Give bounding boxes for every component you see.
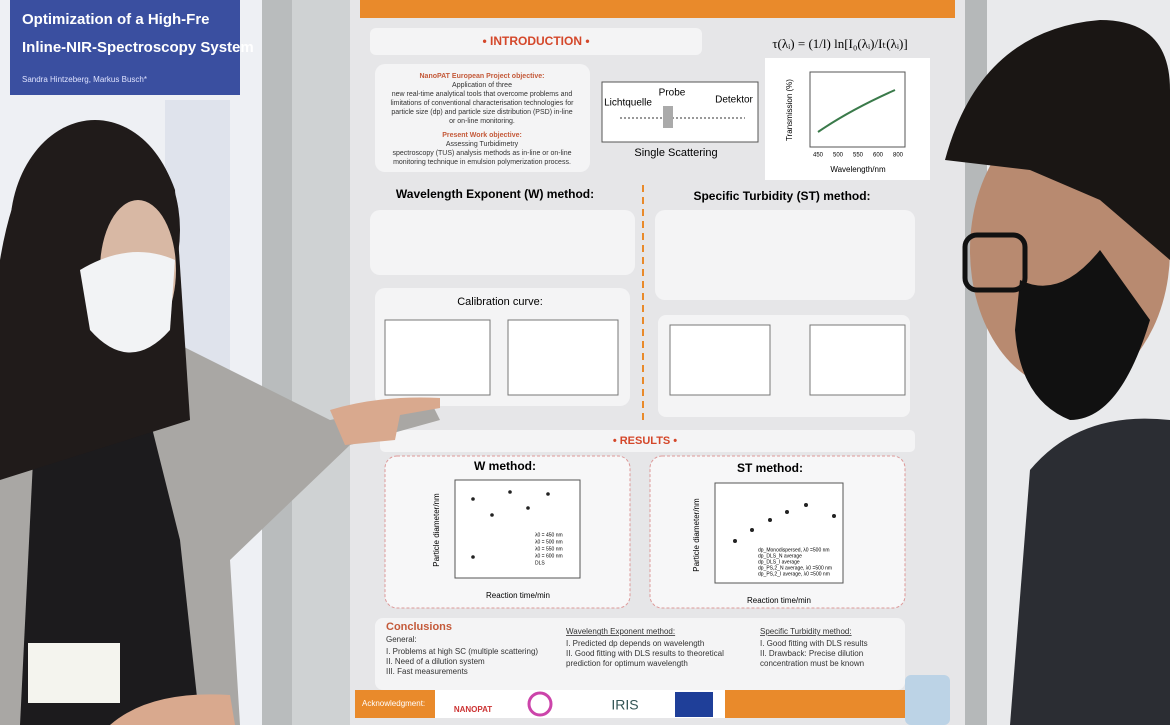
w-results-chart [454, 479, 581, 579]
conclusions-label: Specific Turbidity method: [760, 627, 852, 636]
tick-label: 500 [833, 153, 844, 159]
intro-text: limitations of conventional characterisa… [391, 100, 575, 107]
intro-label: NanoPAT European Project objective: [420, 73, 545, 80]
legend-entry: λ0 = 550 nm [535, 546, 563, 552]
conclusions-item: II. Good fitting with DLS results to the… [566, 649, 724, 658]
conclusions-heading: Conclusions [386, 621, 452, 633]
intro-text: spectroscopy (TUS) analysis methods as i… [393, 150, 572, 157]
intro-text-box [375, 64, 590, 172]
legend-entry: λ0 = 500 nm [535, 539, 563, 545]
header-bar [360, 0, 955, 18]
conclusions-item: prediction for optimum wavelength [566, 659, 688, 668]
conclusions-item: II. Need of a dilution system [386, 657, 485, 666]
left-poster-authors: Sandra Hintzeberg, Markus Busch* [22, 75, 147, 84]
conclusions-item: I. Problems at high SC (multiple scatter… [386, 647, 538, 656]
conclusions-item: II. Drawback: Precise dilution [760, 649, 863, 658]
results-title: W method: [474, 459, 536, 473]
equation: τ(λᵢ) = (1/l) ln[I₀(λᵢ)/Iₜ(λᵢ)] [772, 36, 907, 51]
man-mask [1015, 250, 1150, 420]
logo: NANOPAT [454, 705, 492, 714]
axis-label: Wavelength/nm [830, 165, 886, 174]
pole [965, 0, 987, 725]
axis-label: Reaction time/min [747, 596, 811, 605]
intro-text: particle size (dp) and particle size dis… [391, 109, 572, 116]
calibration-heading: Calibration curve: [457, 296, 543, 308]
section-heading: Wavelength Exponent (W) method: [396, 187, 594, 201]
woman-hand [110, 694, 235, 725]
conclusions-item: I. Good fitting with DLS results [760, 639, 868, 648]
axis-label: Transmission (%) [785, 79, 794, 141]
st-results-chart [714, 482, 844, 584]
conclusions-item: concentration must be known [760, 659, 864, 668]
tick-label: 600 [873, 153, 884, 159]
legend-entry: dp_DLS_N average [758, 553, 802, 559]
tick-label: 450 [813, 153, 824, 159]
axis-label: Reaction time/min [486, 591, 550, 600]
diagram-box [601, 81, 759, 143]
chart-box [765, 58, 930, 180]
woman-top [20, 380, 200, 725]
woman-hand [330, 397, 440, 445]
conclusions-label: Wavelength Exponent method: [566, 627, 675, 636]
pole [262, 0, 292, 725]
legend-entry: dp_Monodispersed, λ0 =500 nm [758, 547, 830, 553]
legend-entry: λ0 = 450 nm [535, 532, 563, 538]
ack-label: Acknowledgment: [362, 699, 425, 708]
intro-text: Assessing Turbidimetry [446, 141, 519, 148]
calibration-chart [507, 319, 619, 396]
axis-label: Particle diameter/nm [692, 498, 701, 572]
diagram-label: Detektor [715, 95, 753, 106]
intro-text: new real-time analytical tools that over… [392, 91, 573, 98]
intro-label: Present Work objective: [442, 132, 522, 139]
left-poster-title: Optimization of a High-Fre [22, 11, 210, 28]
w-method-box [370, 210, 635, 275]
man-jacket [1010, 418, 1170, 725]
axis-label: Particle diameter/nm [432, 493, 441, 567]
diagram-label: Probe [659, 88, 686, 99]
left-poster-banner [10, 0, 240, 95]
intro-box [370, 28, 702, 55]
intro-heading: • INTRODUCTION • [482, 34, 589, 48]
conclusions-item: III. Fast measurements [386, 667, 468, 676]
water-bottle [905, 675, 950, 725]
results-heading: • RESULTS • [613, 435, 677, 447]
results-bar [380, 430, 915, 452]
tick-label: 550 [853, 153, 864, 159]
probe-cell [663, 106, 673, 128]
conclusions-box [375, 618, 905, 690]
results-title: ST method: [737, 461, 803, 475]
tick-label: 800 [893, 153, 904, 159]
name-badge [28, 643, 120, 703]
diagram-label: Lichtquelle [604, 98, 652, 109]
conclusions-label: General: [386, 635, 417, 644]
chart-curve [817, 89, 896, 133]
eu-flag [675, 692, 713, 717]
st-equation-box [655, 210, 915, 300]
legend-entry: dp_DLS_I average [758, 559, 800, 565]
section-heading: Specific Turbidity (ST) method: [693, 189, 870, 203]
diagram-caption: Single Scattering [634, 147, 717, 159]
scatter-points [471, 490, 836, 559]
man-glasses [962, 232, 1028, 293]
legend-entry: dp_PS,2_N average, λ0 =500 nm [758, 565, 832, 571]
st-chart [669, 324, 771, 396]
intro-text: monitoring technique in emulsion polymer… [393, 159, 571, 166]
legend-entry: DLS [535, 560, 545, 566]
legend-entry: λ0 = 600 nm [535, 553, 563, 559]
calibration-chart [384, 319, 491, 396]
left-poster-title: Inline-NIR-Spectroscopy System [22, 39, 254, 56]
legend-entry: dp_PS,2_I average, λ0 =500 nm [758, 571, 830, 577]
man-hair [945, 20, 1170, 260]
intro-text: Application of three [452, 82, 512, 89]
intro-text: or on-line monitoring. [449, 118, 515, 125]
logo-circle [527, 691, 553, 717]
logo: IRIS [611, 697, 638, 713]
st-chart [809, 324, 906, 396]
chart-axes [809, 71, 906, 148]
woman-mask [80, 252, 175, 353]
conclusions-item: I. Predicted dp depends on wavelength [566, 639, 704, 648]
